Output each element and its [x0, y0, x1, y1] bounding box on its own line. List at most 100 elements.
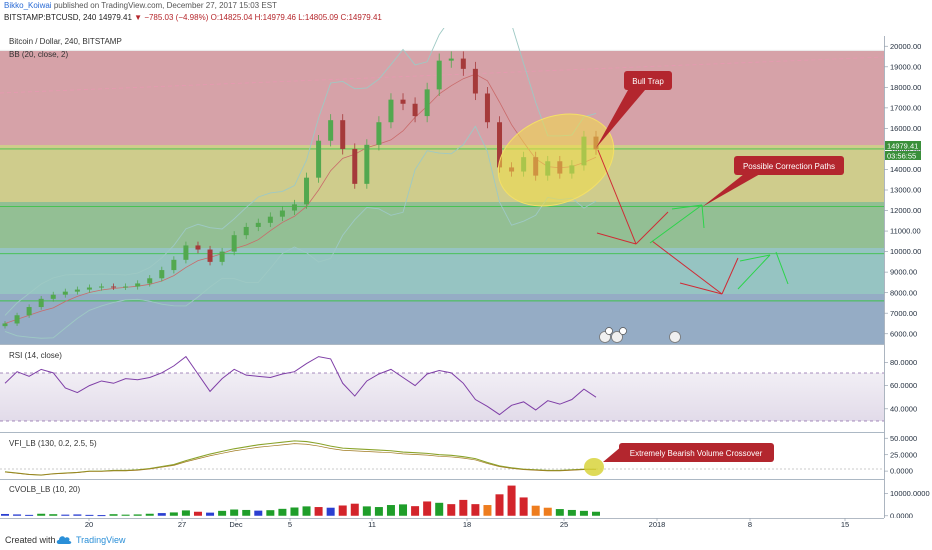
bullish-path-segment [701, 204, 705, 229]
time-tick-label: 2018 [649, 520, 666, 529]
cvol-bar [206, 512, 215, 516]
crossover-ellipse [584, 458, 604, 476]
correction-label: Possible Correction Paths [743, 162, 835, 171]
cvol-bar [49, 514, 58, 516]
vfi-pane[interactable]: Extremely Bearish Volume Crossover VFI_L… [0, 433, 884, 479]
time-tick-label: 15 [841, 520, 849, 529]
correction-paths [596, 149, 789, 295]
price-tick-label: 13000.00 [890, 186, 921, 195]
last-price: 14979.41 [98, 13, 132, 22]
bearish-path-segment [651, 240, 723, 295]
last-price-label-group: 14979.41 03:56:55 [885, 141, 921, 161]
vfi-signal-line [4, 443, 596, 476]
cvol-bar [531, 505, 540, 516]
cvol-bars [1, 485, 600, 517]
candle-body [135, 283, 141, 287]
chart-header: Bikko_Koiwai published on TradingView.co… [0, 0, 932, 28]
candle-body [38, 298, 44, 308]
price-tick-label: 9000.00 [890, 268, 917, 277]
price-tick-label: 18000.00 [890, 83, 921, 92]
cvol-bar [218, 510, 227, 516]
candle-body [231, 235, 237, 252]
cvol-bar [399, 504, 408, 516]
candle-body [436, 60, 442, 90]
time-axis-ticks: 20 27 Dec 5 11 18 25 2018 8 15 [85, 518, 849, 529]
cvol-bar [61, 514, 70, 516]
rsi-band-fill [0, 373, 884, 421]
cvol-bar [471, 504, 480, 516]
vfi-pane-title: VFI_LB (130, 0.2, 2.5, 5) [9, 439, 97, 448]
price-tick-label: 16000.00 [890, 124, 921, 133]
rsi-pane[interactable]: RSI (14, close) [0, 345, 884, 432]
candle-body [183, 245, 189, 260]
time-axis[interactable]: 20 27 Dec 5 11 18 25 2018 8 15 [0, 518, 932, 530]
price-change: ▼ −785.03 (−4.98%) [134, 13, 209, 22]
cvol-bar [242, 509, 251, 516]
cvol-bar [254, 510, 263, 516]
event-markers[interactable] [599, 327, 681, 343]
event-badge-3[interactable] [605, 327, 613, 335]
rsi-line [4, 355, 597, 416]
candle-body [195, 245, 201, 250]
cvol-bar [519, 497, 528, 516]
cvol-bar [97, 515, 106, 517]
bb-basis-line [4, 73, 597, 324]
correction-callout: Possible Correction Paths [702, 156, 844, 207]
price-axis[interactable]: 20000.00 19000.00 18000.00 17000.00 16000.00… [884, 36, 932, 520]
bb-lower-line [4, 125, 597, 339]
crossover-label: Extremely Bearish Volume Crossover [630, 449, 763, 458]
bullish-path-segment [649, 204, 703, 244]
cvol-bar [266, 510, 275, 516]
price-pane[interactable]: Bull Trap Possible Correction Paths Bitc… [0, 28, 885, 344]
vfi-tick-label: 25.0000 [890, 450, 917, 459]
cvol-bar [145, 513, 154, 516]
candle-body [279, 210, 285, 217]
cvol-bar [459, 499, 468, 516]
candle-body [412, 103, 418, 117]
red-zone [0, 51, 884, 145]
tradingview-brand[interactable]: TradingView [76, 535, 126, 545]
candle-body [2, 323, 8, 327]
price-axis-bg [884, 36, 932, 518]
cvol-bar [1, 513, 9, 516]
cvol-bar [447, 504, 456, 516]
bearish-path-segment [679, 282, 723, 295]
cvol-bar [290, 507, 299, 516]
flag-icon[interactable] [611, 331, 623, 343]
cvol-bar [495, 494, 504, 516]
cvol-pane-title: CVOLB_LB (10, 20) [9, 485, 80, 494]
candle-body [340, 120, 346, 149]
countdown-label: 03:56:55 [887, 152, 916, 161]
chart-area[interactable]: Bull Trap Possible Correction Paths Bitc… [0, 28, 932, 530]
cvol-bar [507, 485, 516, 516]
price-tick-label: 19000.00 [890, 62, 921, 71]
footer: Created with TradingView [0, 531, 932, 550]
candle-body [376, 122, 382, 145]
cvol-bar [411, 506, 420, 516]
bullish-path-segment [671, 204, 703, 210]
price-tick-label: 7000.00 [890, 309, 917, 318]
author-link[interactable]: Bikko_Koiwai [4, 1, 52, 10]
flag-icon[interactable] [669, 331, 681, 343]
cvol-tick-label: 0.0000 [890, 511, 913, 520]
candle-body [316, 140, 322, 178]
created-with-text: Created with [5, 535, 56, 545]
cvol-bar [350, 503, 359, 516]
cvol-bar [169, 512, 178, 516]
cvol-bar [25, 514, 34, 516]
vfi-tick-label: 50.0000 [890, 434, 917, 443]
candle-body [364, 144, 370, 184]
cvol-bar [567, 509, 576, 516]
published-text: published on TradingView.com, December 2… [53, 1, 277, 10]
cvol-bar [555, 509, 564, 516]
candle-body [400, 99, 406, 104]
cvol-bar [579, 510, 588, 516]
cvol-bar [109, 514, 118, 516]
event-badge-2[interactable] [619, 327, 627, 335]
candle-body [159, 270, 165, 279]
cvol-bar [386, 505, 395, 516]
cvol-bar [592, 511, 600, 516]
cvol-pane[interactable]: CVOLB_LB (10, 20) [0, 480, 884, 518]
candle-body [171, 259, 177, 271]
last-price-label: 14979.41 [887, 142, 918, 151]
